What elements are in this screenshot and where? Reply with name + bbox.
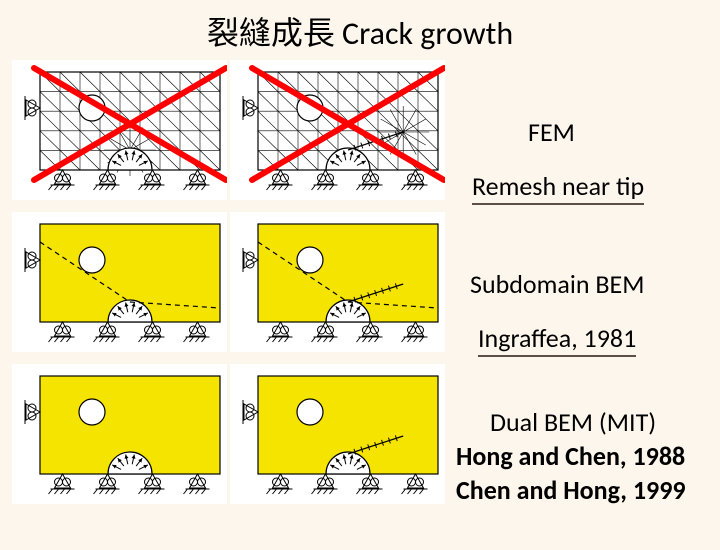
label-ing: Ingraffea, 1981: [478, 322, 636, 357]
diagram-stage: FEM Remesh near tip Subdomain BEM Ingraf…: [0, 60, 720, 550]
page-title: 裂縫成長 Crack growth: [0, 0, 720, 60]
panel-r2c2: [230, 212, 445, 352]
label-sub: Subdomain BEM: [470, 268, 644, 300]
panel-r1c1: [12, 60, 227, 200]
panel-r2c1: [12, 212, 227, 352]
label-fem: FEM: [528, 116, 575, 148]
label-hong: Hong and Chen, 1988: [456, 440, 685, 472]
label-dual: Dual BEM (MIT): [490, 406, 656, 438]
label-remesh: Remesh near tip: [472, 170, 644, 205]
panel-r3c2: [230, 364, 445, 504]
panel-r1c2: [230, 60, 445, 200]
panel-r3c1: [12, 364, 227, 504]
label-chen: Chen and Hong, 1999: [456, 474, 686, 506]
